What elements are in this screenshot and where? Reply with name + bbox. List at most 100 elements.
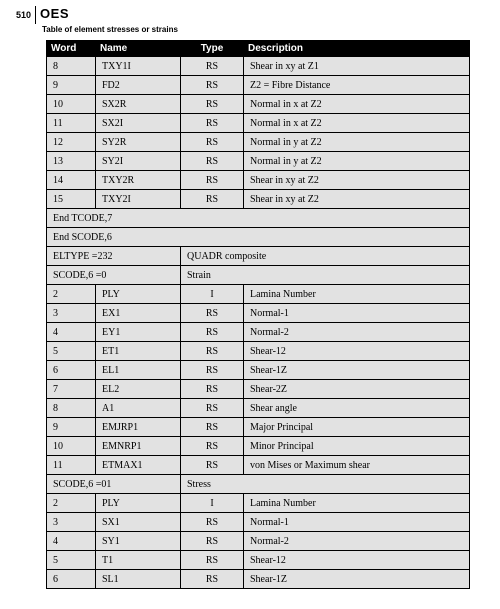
table-row: 10SX2RRSNormal in x at Z2 <box>47 95 470 114</box>
cell-description: Shear-12 <box>244 342 470 361</box>
cell-word: 11 <box>47 456 96 475</box>
cell-split-left: SCODE,6 =0 <box>47 266 181 285</box>
cell-name: EMJRP1 <box>96 418 181 437</box>
table-row: 4EY1RSNormal-2 <box>47 323 470 342</box>
cell-split-right: QUADR composite <box>181 247 470 266</box>
col-header-word: Word <box>47 41 96 57</box>
table-row: 6SL1RSShear-1Z <box>47 570 470 589</box>
cell-split-right: Strain <box>181 266 470 285</box>
cell-split-left: ELTYPE =232 <box>47 247 181 266</box>
col-header-description: Description <box>244 41 470 57</box>
cell-name: EL2 <box>96 380 181 399</box>
cell-word: 3 <box>47 513 96 532</box>
cell-name: EMNRP1 <box>96 437 181 456</box>
cell-word: 2 <box>47 285 96 304</box>
cell-description: Shear-1Z <box>244 570 470 589</box>
cell-description: Lamina Number <box>244 494 470 513</box>
cell-word: 8 <box>47 57 96 76</box>
cell-type: RS <box>181 57 244 76</box>
cell-type: RS <box>181 342 244 361</box>
cell-name: SY1 <box>96 532 181 551</box>
cell-name: SX2I <box>96 114 181 133</box>
cell-name: PLY <box>96 494 181 513</box>
table-row: 5T1RSShear-12 <box>47 551 470 570</box>
document-page: 510 OES Table of element stresses or str… <box>0 0 500 609</box>
cell-name: SX2R <box>96 95 181 114</box>
table-row: 5ET1RSShear-12 <box>47 342 470 361</box>
cell-split-right: Stress <box>181 475 470 494</box>
cell-name: SX1 <box>96 513 181 532</box>
table-body: 8TXY1IRSShear in xy at Z19FD2RSZ2 = Fibr… <box>47 57 470 589</box>
cell-type: RS <box>181 456 244 475</box>
cell-description: Normal-1 <box>244 513 470 532</box>
table-row: SCODE,6 =0Strain <box>47 266 470 285</box>
cell-description: Minor Principal <box>244 437 470 456</box>
cell-type: RS <box>181 114 244 133</box>
cell-type: RS <box>181 418 244 437</box>
cell-type: RS <box>181 399 244 418</box>
cell-type: RS <box>181 171 244 190</box>
cell-word: 10 <box>47 437 96 456</box>
cell-name: SY2R <box>96 133 181 152</box>
cell-type: RS <box>181 361 244 380</box>
cell-description: Shear in xy at Z2 <box>244 171 470 190</box>
table-row: End TCODE,7 <box>47 209 470 228</box>
table-row: 13SY2IRSNormal in y at Z2 <box>47 152 470 171</box>
cell-name: PLY <box>96 285 181 304</box>
cell-word: 11 <box>47 114 96 133</box>
cell-description: Shear-1Z <box>244 361 470 380</box>
col-header-name: Name <box>96 41 181 57</box>
cell-split-left: SCODE,6 =01 <box>47 475 181 494</box>
table-header-row: Word Name Type Description <box>47 41 470 57</box>
section-subtitle: Table of element stresses or strains <box>42 25 500 34</box>
stress-strain-table: Word Name Type Description 8TXY1IRSShear… <box>46 40 470 589</box>
cell-word: 3 <box>47 304 96 323</box>
cell-type: RS <box>181 437 244 456</box>
cell-description: Normal in x at Z2 <box>244 114 470 133</box>
table-row: 4SY1RSNormal-2 <box>47 532 470 551</box>
table-row: 3SX1RSNormal-1 <box>47 513 470 532</box>
cell-name: EY1 <box>96 323 181 342</box>
page-number: 510 <box>16 10 31 20</box>
cell-description: Normal in y at Z2 <box>244 133 470 152</box>
cell-description: von Mises or Maximum shear <box>244 456 470 475</box>
cell-name: SY2I <box>96 152 181 171</box>
table-row: 3EX1RSNormal-1 <box>47 304 470 323</box>
cell-type: RS <box>181 152 244 171</box>
cell-name: SL1 <box>96 570 181 589</box>
table-row: ELTYPE =232QUADR composite <box>47 247 470 266</box>
table-row: 2PLYILamina Number <box>47 494 470 513</box>
cell-word: 13 <box>47 152 96 171</box>
table-row: 6EL1RSShear-1Z <box>47 361 470 380</box>
cell-description: Shear-2Z <box>244 380 470 399</box>
cell-word: 6 <box>47 361 96 380</box>
table-row: 8TXY1IRSShear in xy at Z1 <box>47 57 470 76</box>
cell-type: RS <box>181 95 244 114</box>
cell-name: EL1 <box>96 361 181 380</box>
cell-type: RS <box>181 76 244 95</box>
cell-type: RS <box>181 532 244 551</box>
cell-name: TXY2R <box>96 171 181 190</box>
cell-spanning: End SCODE,6 <box>47 228 470 247</box>
table-row: 10EMNRP1RSMinor Principal <box>47 437 470 456</box>
cell-type: RS <box>181 551 244 570</box>
table-row: 11SX2IRSNormal in x at Z2 <box>47 114 470 133</box>
cell-type: I <box>181 285 244 304</box>
cell-name: T1 <box>96 551 181 570</box>
table-row: 15TXY2IRSShear in xy at Z2 <box>47 190 470 209</box>
cell-type: RS <box>181 304 244 323</box>
table-row: 8A1RSShear angle <box>47 399 470 418</box>
table-row: 11ETMAX1RSvon Mises or Maximum shear <box>47 456 470 475</box>
cell-word: 2 <box>47 494 96 513</box>
table-row: 7EL2RSShear-2Z <box>47 380 470 399</box>
cell-word: 5 <box>47 342 96 361</box>
header-divider <box>35 6 36 24</box>
table-row: 2PLYILamina Number <box>47 285 470 304</box>
section-code: OES <box>40 6 69 21</box>
table-row: 9FD2RSZ2 = Fibre Distance <box>47 76 470 95</box>
cell-word: 9 <box>47 418 96 437</box>
cell-word: 12 <box>47 133 96 152</box>
cell-description: Normal in x at Z2 <box>244 95 470 114</box>
cell-description: Normal in y at Z2 <box>244 152 470 171</box>
cell-word: 9 <box>47 76 96 95</box>
